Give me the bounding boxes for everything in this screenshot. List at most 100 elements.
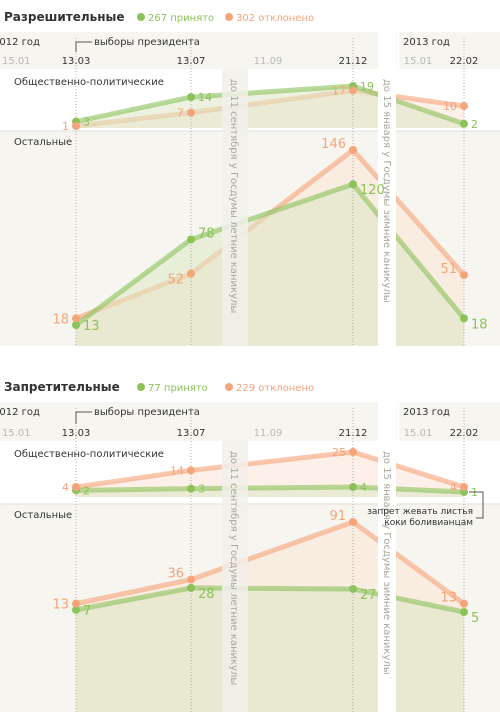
summer-recess-label: до 11 сентября у Госдумы летние каникулы: [228, 451, 239, 685]
data-label-green: 14: [198, 91, 212, 104]
data-label-green: 5: [471, 611, 479, 626]
chart-permissive: 3 14 19 2 1 7 17 10 13 78 120 18 18 52 146 51 Разрешител…: [0, 0, 500, 346]
data-label-green: 78: [198, 226, 215, 241]
year-label-right: 2013 год: [403, 407, 450, 418]
data-label-green: 3: [198, 483, 205, 496]
data-label-orange: 13: [52, 598, 69, 613]
group-label: Остальные: [14, 510, 72, 521]
event-label: выборы президента: [94, 407, 200, 418]
group-label: Общественно-политические: [14, 449, 164, 460]
x-tick-label: 13.03: [62, 428, 91, 439]
winter-recess-label: до 15 января у Госдумы зимние каникулы: [381, 79, 392, 303]
data-label-orange: 18: [52, 312, 69, 327]
data-point-orange: [460, 599, 468, 608]
data-label-orange: 25: [332, 446, 346, 459]
data-point-orange: [460, 271, 468, 279]
data-point-orange: [187, 466, 195, 475]
legend-label-orange: 229 отклонено: [236, 383, 314, 394]
data-label-orange: 14: [170, 464, 184, 477]
legend-marker-green: [137, 383, 145, 391]
annotation-text-line2: коки боливианцам: [384, 518, 473, 528]
data-point-orange: [187, 575, 195, 584]
data-point-orange: [349, 86, 357, 95]
x-tick-label: 13.03: [62, 56, 91, 67]
winter-recess-label: до 15 января у Госдумы зимние каникулы: [381, 451, 392, 675]
summer-recess-band: [222, 69, 248, 346]
data-label-green: 7: [83, 604, 91, 619]
data-point-green: [460, 608, 468, 616]
data-label-green: 3: [83, 116, 90, 129]
chart-permissive-svg: 314192171710137812018185214651Разрешител…: [0, 10, 500, 346]
data-point-orange: [72, 314, 80, 323]
data-point-green: [349, 483, 357, 491]
data-point-orange: [349, 146, 357, 154]
legend-label-orange: 302 отклонено: [236, 13, 314, 24]
legend-marker-green: [137, 13, 145, 21]
data-point-orange: [460, 102, 468, 110]
data-label-green: 120: [360, 183, 385, 198]
legend-marker-orange: [225, 13, 233, 21]
summer-recess-label: до 11 сентября у Госдумы летние каникулы: [228, 79, 239, 313]
axis-header-bg: [0, 402, 500, 441]
year-label-right: 2013 год: [403, 37, 450, 48]
data-point-green: [349, 584, 357, 593]
data-point-green: [72, 605, 80, 614]
data-label-green: 2: [83, 484, 90, 497]
x-tick-label: 22.02: [450, 56, 479, 67]
series-area-green: [76, 184, 464, 346]
data-label-green: 19: [360, 80, 374, 93]
data-point-orange: [187, 269, 195, 278]
data-label-green: 18: [471, 317, 488, 332]
data-label-orange: 4: [450, 481, 457, 494]
data-point-orange: [72, 599, 80, 608]
x-tick-label: 21.12: [339, 56, 368, 67]
series-line-green: [74, 181, 466, 328]
data-label-orange: 91: [329, 509, 346, 524]
chart-title: Запретительные: [4, 380, 120, 394]
event-callout-line: [75, 411, 92, 424]
data-label-green: 2: [471, 118, 478, 131]
data-label-orange: 13: [440, 591, 457, 606]
data-label-green: 27: [360, 588, 377, 603]
x-tick-label: 13.07: [177, 56, 206, 67]
group-label: Общественно-политические: [14, 77, 164, 88]
data-label-green: 13: [83, 319, 100, 334]
data-point-orange: [349, 518, 357, 526]
data-point-green: [187, 484, 195, 493]
x-tick-label: 15.01: [2, 56, 31, 67]
data-label-orange: 10: [443, 100, 457, 113]
series-area-green: [76, 587, 464, 712]
data-label-orange: 146: [321, 137, 346, 152]
series-line-orange: [75, 449, 465, 490]
series-line-green: [75, 484, 465, 495]
legend-label-green: 267 принято: [148, 13, 214, 24]
data-point-orange: [72, 483, 80, 491]
data-label-orange: 17: [332, 84, 346, 97]
data-label-orange: 1: [62, 120, 69, 133]
data-label-orange: 36: [167, 567, 184, 582]
x-tick-label: 15.01: [404, 56, 433, 67]
data-label-orange: 51: [440, 262, 457, 277]
data-label-green: 28: [198, 587, 215, 602]
year-label-left: 2012 год: [0, 37, 40, 48]
data-point-orange: [187, 108, 195, 117]
data-point-green: [187, 93, 195, 102]
x-tick-label: 15.01: [2, 428, 31, 439]
data-label-orange: 52: [167, 273, 184, 288]
legend-label-green: 77 принято: [148, 383, 208, 394]
chart-prohibitive: 2 3 4 1 4 14 25 4 7 28 27 5 13 36 91 13 Запретительные 77…: [0, 370, 500, 712]
x-tick-label: 13.07: [177, 428, 206, 439]
winter-recess-band: [378, 402, 396, 712]
data-point-orange: [72, 122, 80, 130]
annotation-callout-line: [469, 491, 484, 519]
data-point-green: [187, 583, 195, 592]
x-tick-label: 15.01: [404, 428, 433, 439]
data-point-green: [72, 321, 80, 329]
series-line-orange: [75, 519, 466, 607]
data-label-orange: 7: [177, 107, 184, 120]
data-point-green: [460, 119, 468, 128]
annotation-text-line1: запрет жевать листья: [367, 507, 473, 517]
legend-marker-orange: [225, 383, 233, 391]
x-tick-label: 21.12: [339, 428, 368, 439]
event-callout-line: [75, 41, 92, 52]
